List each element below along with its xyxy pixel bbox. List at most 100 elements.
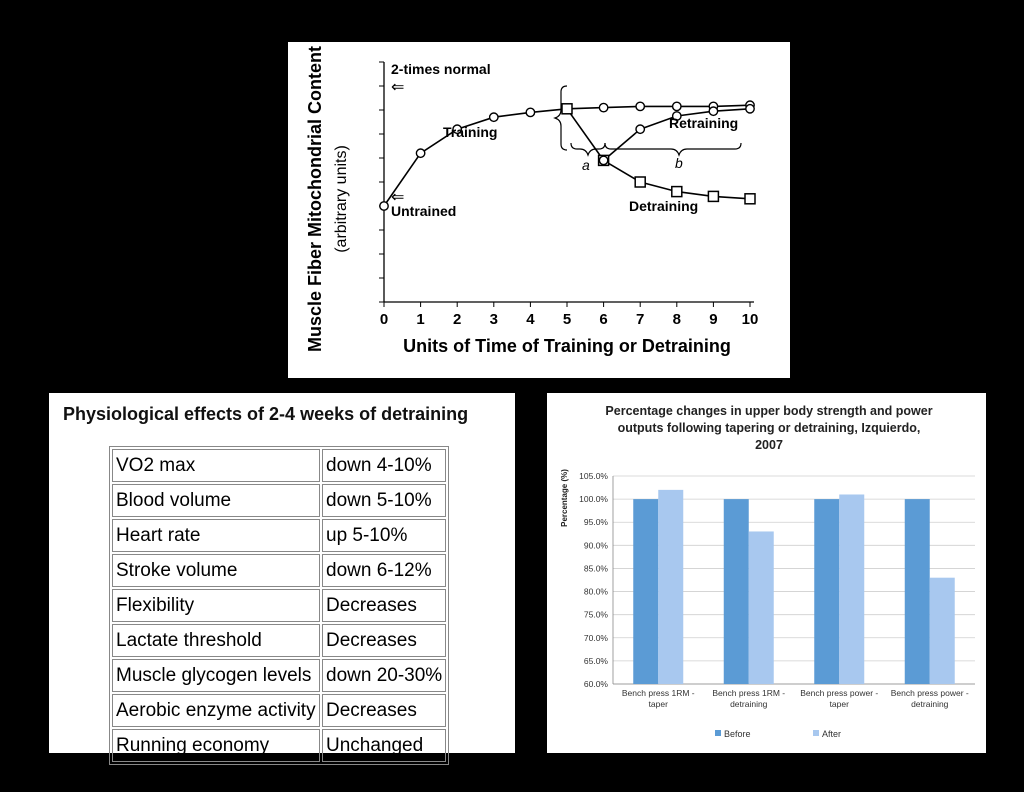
detraining-point	[634, 176, 646, 188]
training-point	[671, 101, 682, 112]
effect-name: Blood volume	[112, 484, 320, 517]
table-title: Physiological effects of 2-4 weeks of de…	[63, 404, 469, 424]
legend-label-before: Before	[724, 729, 751, 739]
training-point	[379, 201, 389, 211]
bar-after	[658, 489, 684, 684]
annotation-detraining: Detraining	[629, 198, 698, 214]
effect-name: Running economy	[112, 729, 320, 762]
x-tick-label: Bench press 1RM -detraining	[712, 688, 785, 709]
effect-change: Unchanged	[322, 729, 447, 762]
table-row: Running economy Unchanged	[112, 729, 447, 762]
annotation-a: a	[582, 157, 590, 173]
brace-a	[570, 142, 606, 157]
effect-change: Decreases	[322, 624, 447, 657]
table-row: Aerobic enzyme activity Decreases	[112, 694, 447, 727]
bar-before	[723, 499, 749, 684]
y-tick-label: 75.0%	[584, 610, 609, 620]
training-point	[452, 124, 463, 135]
legend-label-after: After	[822, 729, 841, 739]
bar-before	[814, 499, 840, 684]
x-tick-label: 7	[636, 311, 644, 328]
x-tick-label: 2	[453, 311, 461, 328]
retraining-point	[598, 155, 609, 166]
x-tick-label: 3	[490, 311, 498, 328]
detraining-point	[671, 185, 683, 198]
y-tick-label: 95.0%	[584, 517, 609, 527]
x-tick-label: 0	[380, 311, 388, 328]
detraining-line	[566, 108, 751, 200]
arrow-left-icon: ⇐	[391, 189, 404, 206]
bench-press-chart-panel: Percentage changes in upper body strengt…	[547, 393, 986, 753]
effect-change: Decreases	[322, 589, 447, 622]
table-row: VO2 max down 4-10%	[112, 449, 447, 482]
brace-b	[604, 142, 742, 157]
y-tick-label: 105.0%	[579, 471, 608, 481]
y-axis-title: Muscle Fiber Mitochondrial Content	[305, 46, 325, 352]
bar-before	[904, 499, 930, 684]
effect-change: Decreases	[322, 694, 447, 727]
annotation-training: Training	[443, 124, 497, 140]
x-tick-label: 9	[709, 311, 717, 328]
arrow-left-icon: ⇐	[391, 79, 404, 96]
annotation-b: b	[675, 155, 683, 171]
retraining-point	[635, 124, 646, 135]
x-tick-label: 4	[526, 311, 535, 328]
legend-swatch-after	[813, 730, 819, 736]
detraining-table-panel: Physiological effects of 2-4 weeks of de…	[49, 393, 515, 765]
training-point	[488, 112, 499, 123]
detraining-point	[707, 190, 720, 203]
effect-change: up 5-10%	[322, 519, 447, 552]
retraining-point	[745, 103, 755, 114]
annotation-untrained: Untrained	[391, 203, 456, 219]
detraining-point	[561, 103, 573, 115]
effect-change: down 20-30%	[322, 659, 447, 692]
effect-name: Flexibility	[112, 589, 320, 622]
bar-after	[748, 531, 774, 684]
bar-y-axis-title: Percentage (%)	[560, 469, 569, 527]
effect-name: Lactate threshold	[112, 624, 320, 657]
brace-vertical	[553, 85, 568, 151]
training-point	[635, 101, 646, 112]
annotation-retraining: Retraining	[669, 115, 738, 131]
x-tick-label: 8	[673, 311, 681, 328]
x-tick-label: Bench press 1RM -taper	[622, 688, 695, 709]
bar-after	[929, 577, 955, 684]
table-row: Lactate threshold Decreases	[112, 624, 447, 657]
x-tick-label: Bench press power -detraining	[891, 688, 969, 709]
x-tick-label: 6	[599, 311, 607, 328]
training-point	[525, 107, 536, 118]
effect-change: down 5-10%	[322, 484, 447, 517]
retraining-point	[671, 111, 682, 121]
effect-change: down 6-12%	[322, 554, 447, 587]
detraining-effects-table: VO2 max down 4-10% Blood volume down 5-10%…	[109, 446, 450, 765]
y-tick-label: 70.0%	[584, 633, 609, 643]
effect-name: Muscle glycogen levels	[112, 659, 320, 692]
effect-name: Heart rate	[112, 519, 320, 552]
table-row: Stroke volume down 6-12%	[112, 554, 447, 587]
detraining-point	[744, 193, 756, 205]
mitochondrial-chart: Muscle Fiber Mitochondrial Content (arbi…	[305, 46, 758, 356]
legend-swatch-before	[715, 730, 721, 736]
y-axis-subtitle: (arbitrary units)	[333, 145, 350, 253]
y-tick-label: 90.0%	[584, 540, 609, 550]
mitochondrial-chart-panel: Muscle Fiber Mitochondrial Content (arbi…	[288, 42, 790, 378]
x-tick-label: 1	[416, 311, 424, 328]
bar-before	[633, 499, 659, 684]
y-tick-label: 60.0%	[584, 679, 609, 689]
retraining-point	[708, 106, 719, 117]
annotation-two-times-normal: 2-times normal	[391, 61, 491, 77]
bench-press-bar-chart: Percentage changes in upper body strengt…	[560, 404, 975, 739]
training-point	[598, 102, 609, 113]
y-tick-label: 65.0%	[584, 656, 609, 666]
x-tick-label: 5	[563, 311, 571, 328]
x-tick-label: Bench press power -taper	[800, 688, 878, 709]
effect-name: Stroke volume	[112, 554, 320, 587]
training-point	[415, 148, 426, 159]
y-tick-label: 80.0%	[584, 587, 609, 597]
table-row: Flexibility Decreases	[112, 589, 447, 622]
table-row: Heart rate up 5-10%	[112, 519, 447, 552]
bar-chart-title: Percentage changes in upper body strengt…	[605, 404, 932, 452]
table-row: Blood volume down 5-10%	[112, 484, 447, 517]
table-row: Muscle glycogen levels down 20-30%	[112, 659, 447, 692]
effect-name: Aerobic enzyme activity	[112, 694, 320, 727]
